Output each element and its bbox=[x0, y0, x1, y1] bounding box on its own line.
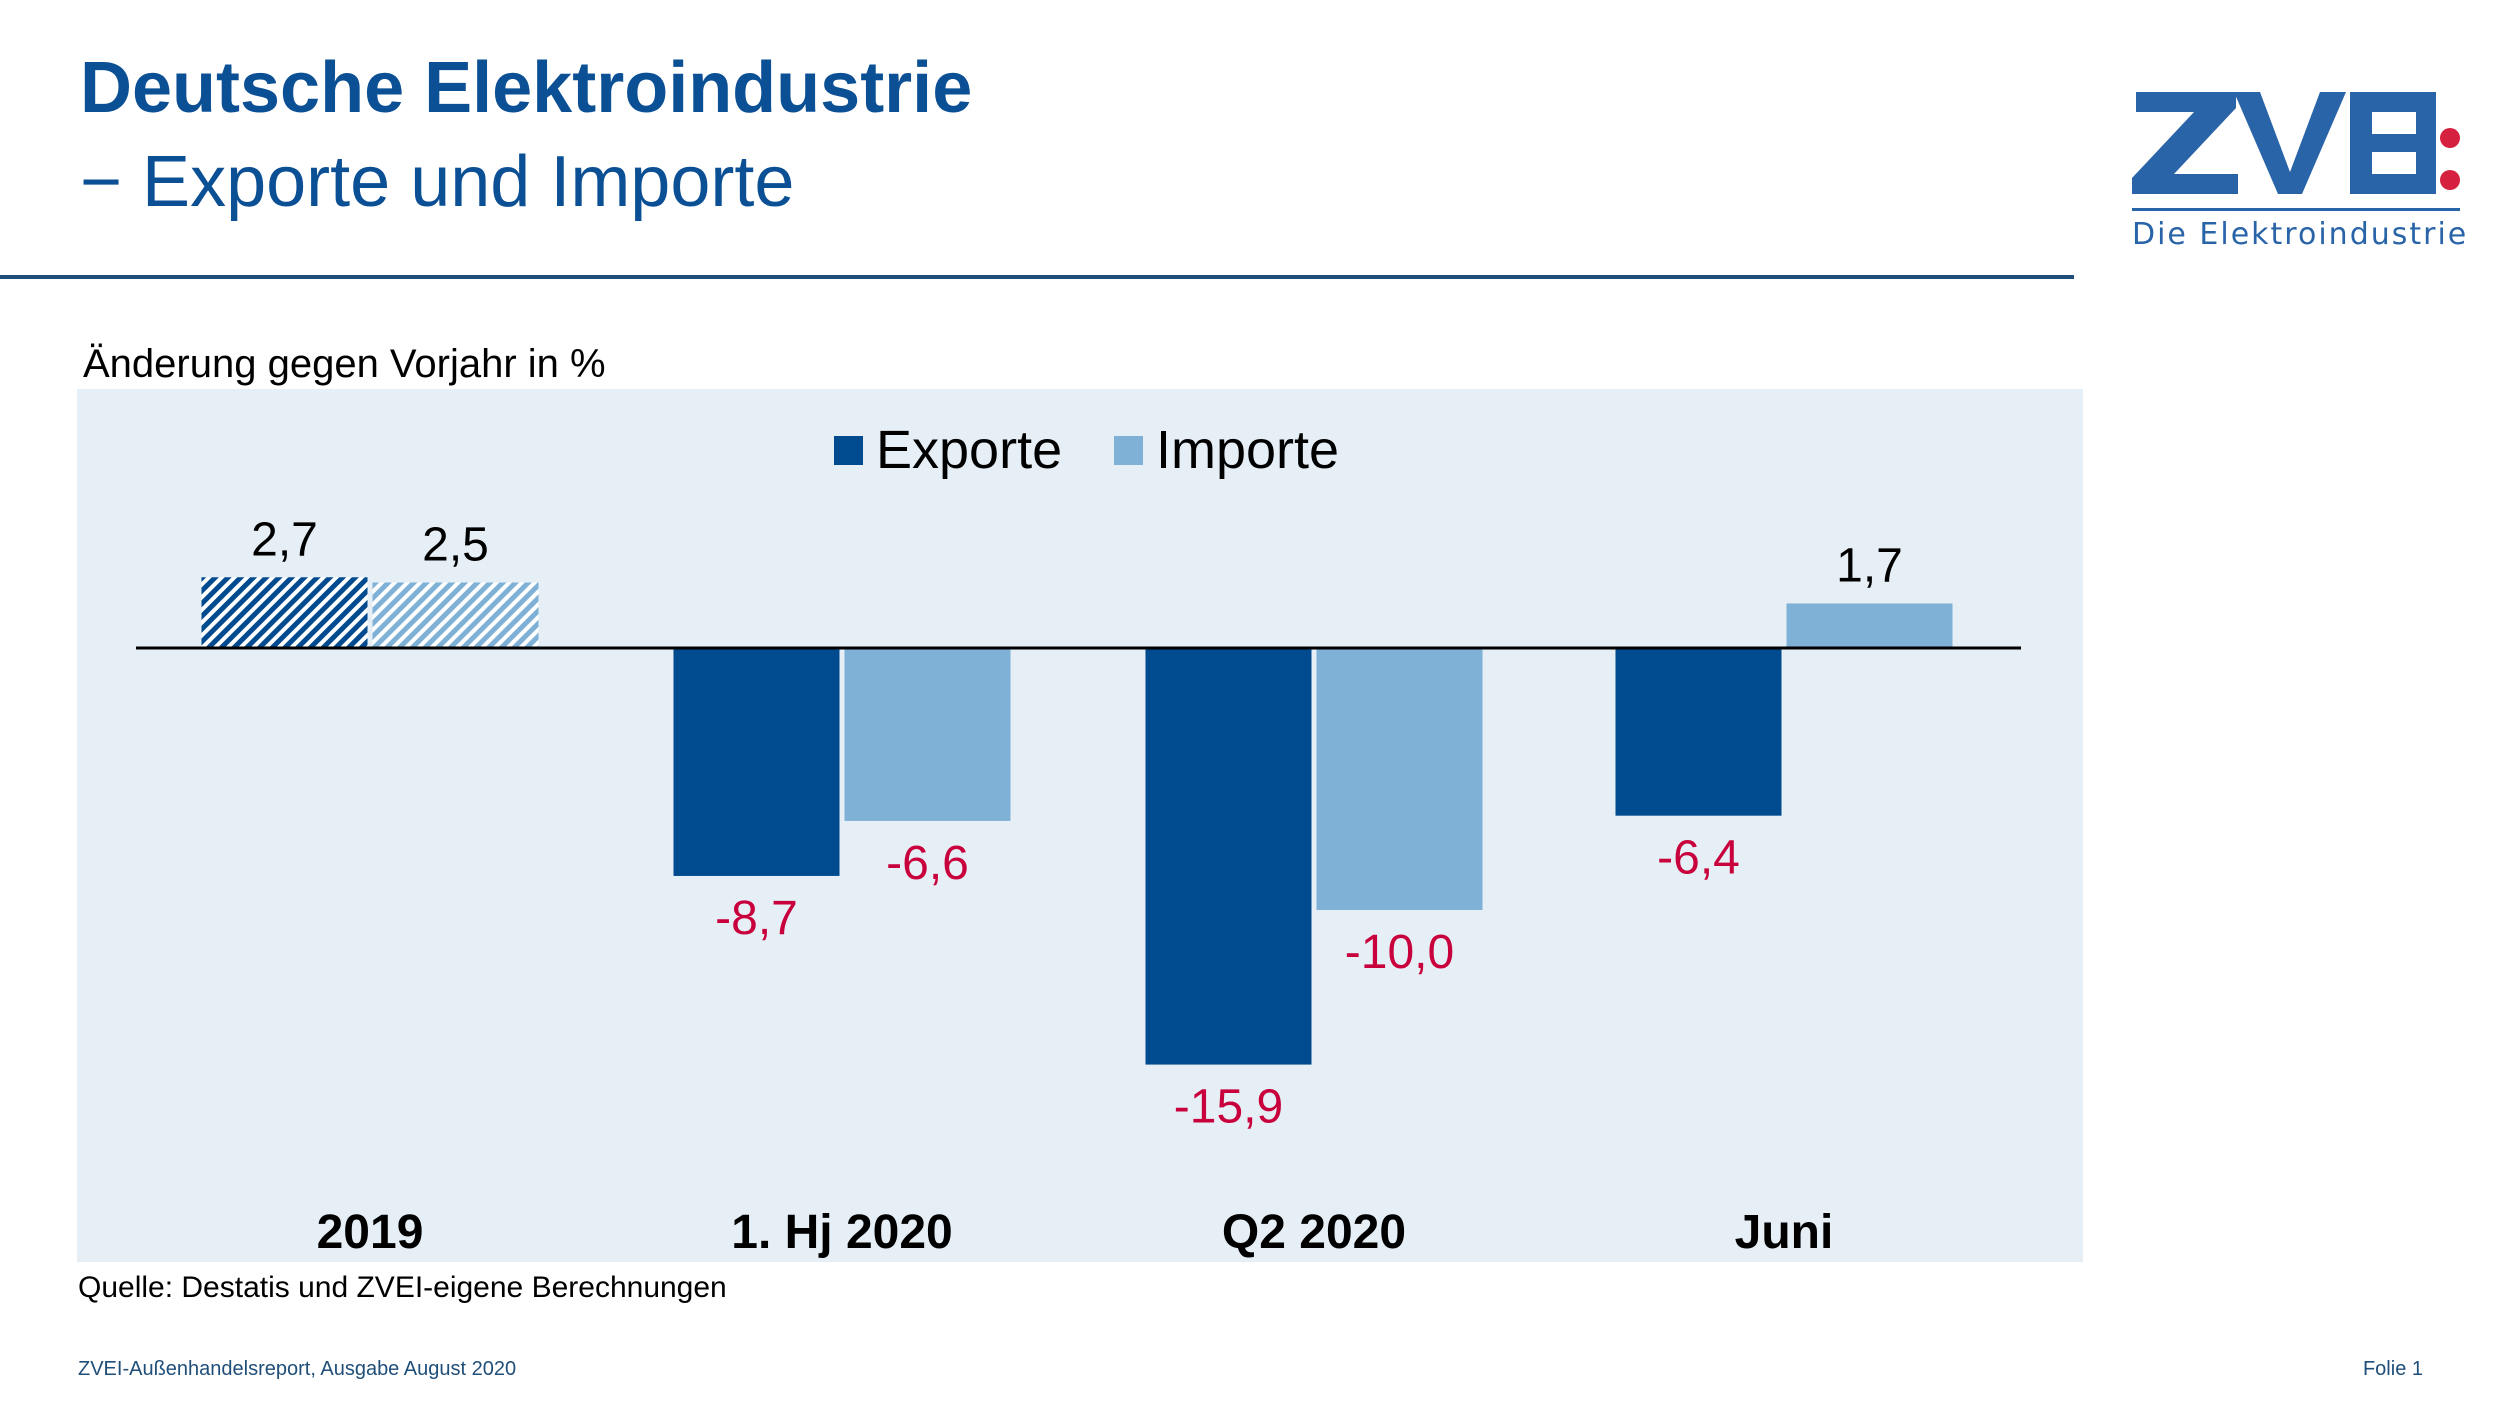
data-label: 2,7 bbox=[251, 513, 318, 566]
page-subtitle: − Exporte und Importe bbox=[80, 142, 795, 222]
bar-importe bbox=[1786, 603, 1953, 648]
svg-text:Die Elektroindustrie: Die Elektroindustrie bbox=[2132, 217, 2468, 249]
legend-swatch-exporte bbox=[834, 436, 863, 465]
data-label: -6,6 bbox=[886, 837, 969, 890]
data-label: -15,9 bbox=[1174, 1081, 1283, 1134]
data-label: -8,7 bbox=[715, 892, 798, 945]
bar-exporte bbox=[1615, 648, 1782, 816]
data-label: 2,5 bbox=[422, 519, 489, 572]
publication-footer: ZVEI-Außenhandelsreport, Ausgabe August … bbox=[78, 1358, 517, 1380]
source-note: Quelle: Destatis und ZVEI-eigene Berechn… bbox=[78, 1271, 727, 1304]
legend-label-importe: Importe bbox=[1156, 420, 1339, 480]
legend-label-exporte: Exporte bbox=[876, 420, 1062, 480]
bar-importe bbox=[372, 582, 539, 648]
category-label: 1. Hj 2020 bbox=[731, 1206, 952, 1259]
header-divider bbox=[0, 275, 2074, 279]
bar-exporte bbox=[1145, 648, 1312, 1065]
category-label: Juni bbox=[1735, 1206, 1834, 1259]
slide-number: Folie 1 bbox=[2362, 1358, 2423, 1380]
y-axis-label: Änderung gegen Vorjahr in % bbox=[83, 342, 606, 386]
page-title: Deutsche Elektroindustrie bbox=[80, 48, 973, 128]
category-label: Q2 2020 bbox=[1222, 1206, 1406, 1259]
bar-exporte bbox=[673, 648, 840, 876]
data-label: -6,4 bbox=[1657, 832, 1740, 885]
zvei-logo: Die Elektroindustrie bbox=[2132, 92, 2468, 249]
data-label: 1,7 bbox=[1836, 539, 1903, 592]
category-label: 2019 bbox=[317, 1206, 424, 1259]
bar-importe bbox=[1316, 648, 1483, 910]
bar-exporte bbox=[201, 577, 368, 648]
chart-panel bbox=[77, 389, 2083, 1262]
legend-swatch-importe bbox=[1114, 436, 1143, 465]
data-label: -10,0 bbox=[1345, 926, 1454, 979]
bar-importe bbox=[844, 648, 1011, 821]
